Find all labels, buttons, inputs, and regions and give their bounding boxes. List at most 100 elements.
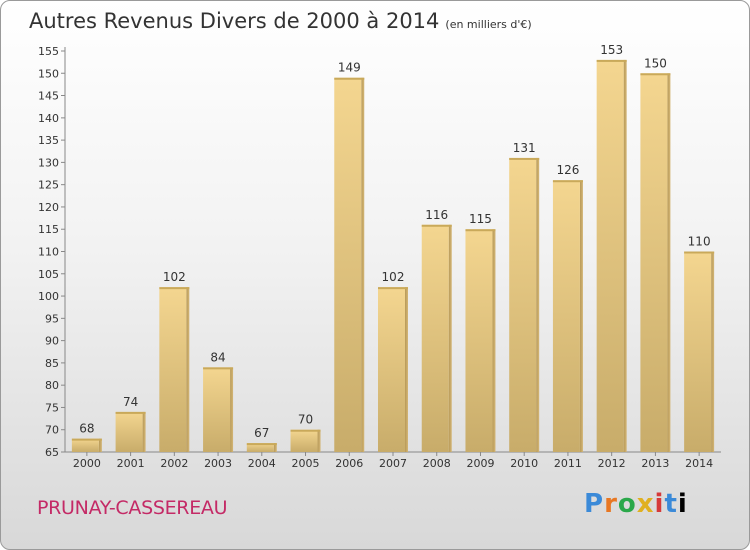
bar (159, 287, 187, 452)
x-tick-label: 2007 (379, 457, 407, 470)
y-axis: 65 70 75 80 85 90 95 100 105 110 115 120 125 130 135 14… (38, 45, 66, 459)
bar-side (492, 229, 496, 452)
x-tick-label: 2001 (117, 457, 145, 470)
data-label: 67 (254, 426, 269, 440)
bar (290, 429, 318, 452)
x-tick-label: 2014 (685, 457, 713, 470)
bar-top-edge (71, 438, 102, 441)
bar-top-edge (640, 73, 671, 76)
bar-side (448, 224, 452, 452)
bars: 68 74 102 84 67 70 149 102 116 115 131 126 153 150 110 (71, 43, 715, 453)
bar (509, 157, 537, 452)
data-label: 102 (163, 270, 186, 284)
y-tick-label: 145 (38, 90, 59, 103)
bar (378, 287, 405, 452)
bar-top-edge (596, 59, 627, 62)
y-tick-label: 140 (38, 112, 59, 125)
data-label: 150 (644, 56, 667, 70)
data-label: 74 (123, 395, 138, 409)
x-tick-label: 2005 (292, 457, 320, 470)
logo-letter: i (677, 489, 688, 519)
bar (203, 367, 231, 452)
place-name: PRUNAY-CASSEREAU (37, 497, 228, 519)
bar-top-edge (203, 367, 234, 370)
logo-letter: i (654, 489, 665, 519)
x-axis: 2000 2001 2002 2003 2004 2005 2006 2007 2008 2009… (65, 451, 721, 470)
data-label: 84 (210, 350, 225, 364)
x-tick-label: 2003 (204, 457, 232, 470)
bar (71, 438, 99, 452)
bar-top-edge (115, 411, 146, 414)
bar-top-edge (159, 287, 190, 290)
bar-side (142, 411, 146, 452)
data-label: 115 (469, 212, 492, 226)
data-label: 102 (382, 270, 405, 284)
x-tick-label: 2008 (423, 457, 451, 470)
y-tick-label: 120 (38, 201, 59, 214)
data-label: 126 (556, 163, 579, 177)
data-label: 149 (338, 61, 361, 75)
bar-side (186, 287, 190, 452)
bar-side (317, 429, 321, 452)
x-tick-label: 2004 (248, 457, 276, 470)
bar-side (98, 438, 102, 452)
bar (421, 224, 449, 452)
bar-side (667, 73, 671, 453)
x-tick-label: 2006 (335, 457, 363, 470)
data-label: 110 (688, 235, 711, 249)
bar-top-edge (421, 224, 452, 227)
bar-top-edge (552, 180, 583, 183)
bar-top-edge (378, 287, 408, 290)
y-tick-label: 80 (45, 379, 59, 392)
bar-top-edge (465, 229, 496, 232)
y-tick-label: 75 (45, 401, 59, 414)
y-tick-label: 95 (45, 312, 59, 325)
y-tick-label: 150 (38, 67, 59, 80)
y-tick-label: 155 (38, 45, 59, 58)
bar-side (579, 180, 583, 452)
bar-top-edge (334, 77, 365, 80)
y-tick-label: 125 (38, 179, 59, 192)
chart-title-text: Autres Revenus Divers de 2000 à 2014 (29, 9, 440, 33)
x-tick-label: 2011 (554, 457, 582, 470)
data-label: 131 (513, 141, 536, 155)
bar (465, 229, 493, 452)
chart-title: Autres Revenus Divers de 2000 à 2014 (en … (29, 9, 532, 33)
x-tick-label: 2002 (160, 457, 188, 470)
bar-top-edge (290, 429, 321, 432)
data-label: 68 (79, 422, 94, 436)
bar-side (361, 77, 365, 452)
data-label: 153 (600, 43, 623, 57)
logo-letter: r (604, 489, 618, 519)
y-tick-label: 85 (45, 357, 59, 370)
x-tick-label: 2000 (73, 457, 101, 470)
y-tick-label: 90 (45, 335, 59, 348)
y-tick-label: 115 (38, 223, 59, 236)
x-tick-label: 2013 (641, 457, 669, 470)
bar (640, 73, 668, 453)
x-tick-label: 2009 (466, 457, 494, 470)
y-tick-label: 100 (38, 290, 59, 303)
bar (596, 59, 624, 453)
bar (246, 443, 274, 452)
bar-top-edge (684, 251, 715, 254)
data-label: 116 (425, 208, 448, 222)
logo-letter: t (664, 489, 678, 519)
bar-side (536, 157, 540, 452)
y-tick-label: 135 (38, 134, 59, 147)
bar-side (230, 367, 234, 452)
bar-top-edge (509, 157, 540, 160)
bar-top-edge (246, 443, 277, 446)
bar (684, 251, 712, 452)
y-tick-label: 70 (45, 424, 59, 437)
bar (115, 411, 143, 452)
chart-subtitle: (en milliers d'€) (445, 18, 532, 31)
bar-side (405, 287, 408, 452)
bar (552, 180, 580, 452)
bar-side (711, 251, 715, 452)
y-tick-label: 110 (38, 246, 59, 259)
logo-letter: P (584, 489, 605, 519)
bar-side (273, 443, 277, 452)
logo-letter: o (617, 489, 637, 519)
